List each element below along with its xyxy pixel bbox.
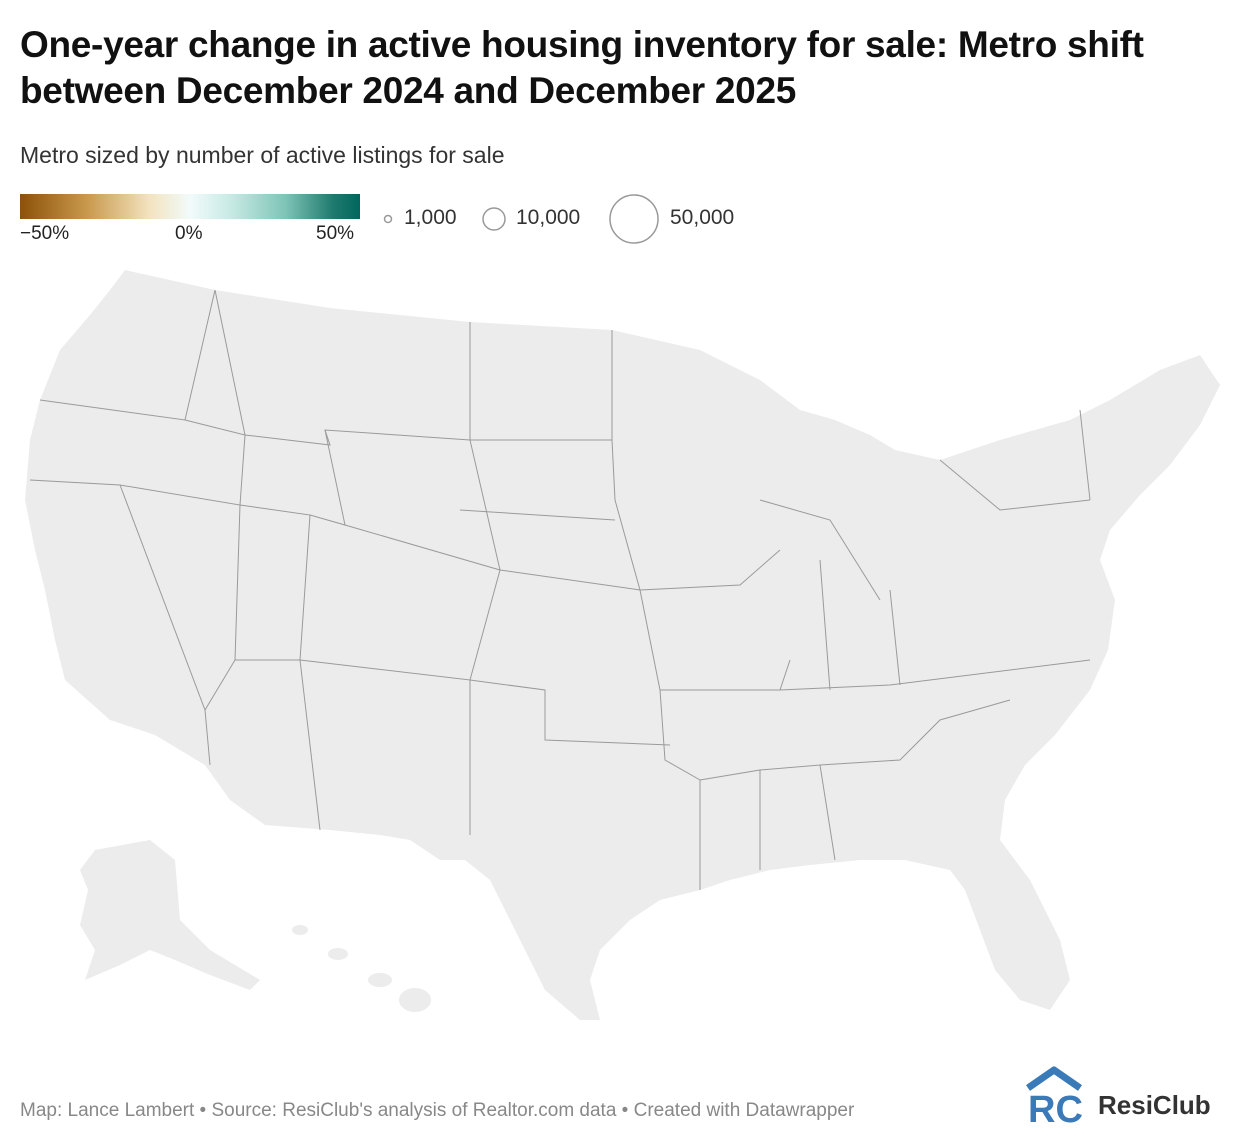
color-scale-bar: [20, 194, 360, 219]
chart-subtitle: Metro sized by number of active listings…: [20, 142, 505, 168]
chart-title: One-year change in active housing invent…: [20, 24, 1144, 111]
size-legend-large-circle: [609, 194, 659, 244]
alaska-landmass: [80, 840, 260, 990]
size-legend: 1,000 10,000 50,000: [380, 192, 780, 252]
size-legend-circles: [383, 194, 659, 244]
state-borders: [29, 289, 1091, 890]
color-tick-min: −50%: [20, 223, 70, 244]
footer-credit: Map: Lance Lambert • Source: ResiClub's …: [20, 1100, 855, 1121]
hawaii-islands: [292, 925, 431, 1012]
brand-logo: RC ResiClub: [1024, 1066, 1224, 1126]
us-contiguous-landmass: [25, 270, 1220, 1020]
brand-name: ResiClub: [1098, 1090, 1211, 1120]
color-tick-mid: 0%: [175, 223, 203, 244]
size-legend-medium-label: 10,000: [516, 206, 581, 229]
color-tick-max: 50%: [316, 223, 355, 244]
size-legend-small-circle: [383, 214, 393, 224]
size-legend-medium-circle: [482, 207, 506, 231]
us-map: [25, 270, 1220, 1020]
resiclub-logo-icon: RC: [1026, 1066, 1083, 1126]
size-legend-large-label: 50,000: [670, 206, 735, 229]
size-legend-small-label: 1,000: [404, 206, 457, 229]
logo-roof: [1026, 1066, 1082, 1091]
logo-letters: RC: [1028, 1089, 1083, 1126]
legend: −50% 0% 50% 1,000 10,000 50,000: [20, 194, 780, 254]
